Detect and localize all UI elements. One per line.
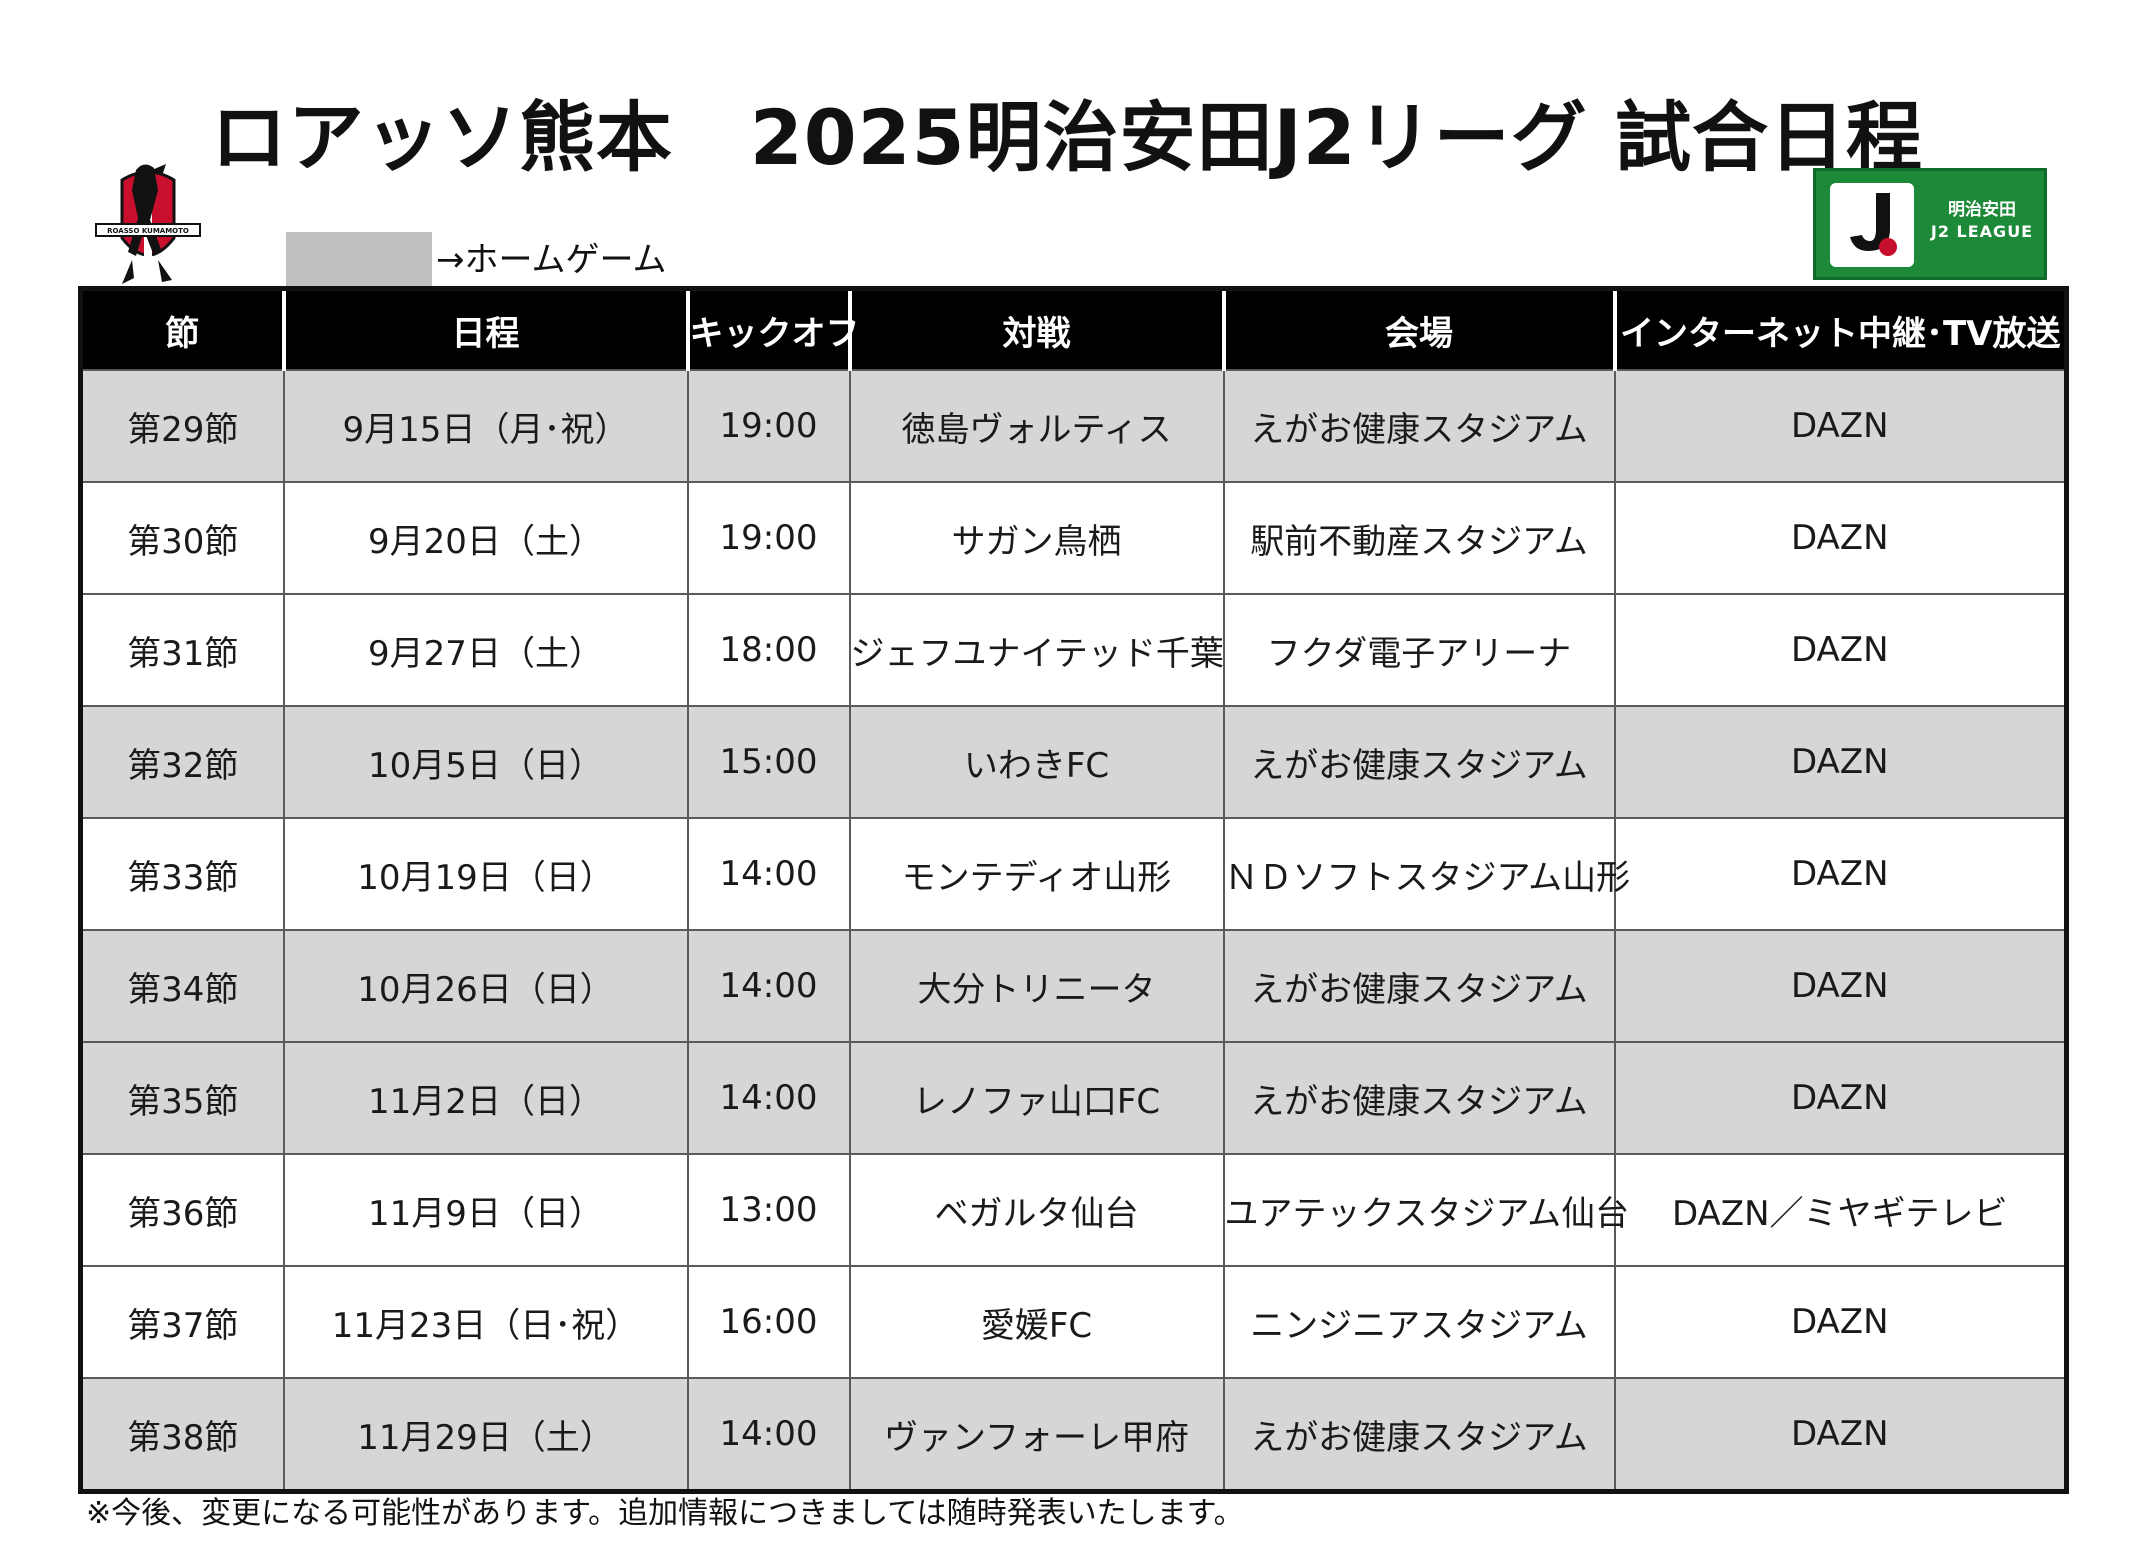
- broadcast-cell: DAZN: [1613, 1041, 2068, 1155]
- table-row: 第35節 11月2日（日） 14:00 レノファ山口FC えがお健康スタジアム …: [79, 1041, 2068, 1155]
- kickoff-cell: 16:00: [686, 1265, 851, 1379]
- date-cell: 9月20日（土）: [282, 481, 689, 595]
- kickoff-cell: 19:00: [686, 369, 851, 483]
- header-round: 節: [80, 288, 284, 370]
- table-row: 第38節 11月29日（土） 14:00 ヴァンフォーレ甲府 えがお健康スタジア…: [79, 1377, 2068, 1493]
- kickoff-cell: 19:00: [686, 481, 851, 595]
- venue-cell: ユアテックスタジアム仙台: [1222, 1153, 1629, 1267]
- kickoff-cell: 14:00: [686, 817, 851, 931]
- kickoff-cell: 18:00: [686, 593, 851, 707]
- header-broadcast: インターネット中継･TV放送: [1612, 288, 2067, 370]
- club-emblem-logo: ROASSO KUMAMOTO: [95, 164, 201, 284]
- round-cell: 第29節: [79, 369, 285, 483]
- table-row: 第36節 11月9日（日） 13:00 ベガルタ仙台 ユアテックスタジアム仙台 …: [79, 1153, 2068, 1267]
- opponent-cell: 大分トリニータ: [848, 929, 1225, 1043]
- opponent-cell: ヴァンフォーレ甲府: [848, 1377, 1225, 1493]
- venue-cell: えがお健康スタジアム: [1222, 1377, 1616, 1493]
- venue-cell: えがお健康スタジアム: [1222, 929, 1616, 1043]
- broadcast-cell: DAZN: [1613, 481, 2068, 595]
- date-cell: 10月19日（日）: [282, 817, 689, 931]
- opponent-cell: サガン鳥栖: [848, 481, 1225, 595]
- venue-cell: フクダ電子アリーナ: [1222, 593, 1616, 707]
- broadcast-cell: DAZN: [1613, 593, 2068, 707]
- home-game-legend: →ホームゲーム: [286, 232, 666, 288]
- table-row: 第32節 10月5日（日） 15:00 いわきFC えがお健康スタジアム DAZ…: [79, 705, 2068, 819]
- kickoff-cell: 14:00: [686, 929, 851, 1043]
- date-cell: 10月26日（日）: [282, 929, 689, 1043]
- venue-cell: えがお健康スタジアム: [1222, 1041, 1616, 1155]
- date-cell: 10月5日（日）: [282, 705, 689, 819]
- header-date: 日程: [281, 288, 688, 370]
- broadcast-cell: DAZN: [1613, 369, 2068, 483]
- broadcast-cell: DAZN: [1613, 1377, 2068, 1493]
- kickoff-cell: 13:00: [686, 1153, 851, 1267]
- date-cell: 11月29日（土）: [282, 1377, 689, 1493]
- table-row: 第33節 10月19日（日） 14:00 モンテディオ山形 ＮＤソフトスタジアム…: [79, 817, 2068, 931]
- opponent-cell: 徳島ヴォルティス: [848, 369, 1225, 483]
- kickoff-cell: 14:00: [686, 1377, 851, 1493]
- round-cell: 第31節: [79, 593, 285, 707]
- date-cell: 11月9日（日）: [282, 1153, 689, 1267]
- home-game-legend-swatch: [286, 232, 432, 288]
- match-schedule-table: 節 日程 キックオフ 対戦 会場 インターネット中継･TV放送 第29節 9月1…: [78, 286, 2069, 1494]
- table-row: 第37節 11月23日（日･祝） 16:00 愛媛FC ニンジニアスタジアム D…: [79, 1265, 2068, 1379]
- venue-cell: ニンジニアスタジアム: [1222, 1265, 1616, 1379]
- venue-cell: ＮＤソフトスタジアム山形: [1222, 817, 1630, 931]
- table-header-row: 節 日程 キックオフ 対戦 会場 インターネット中継･TV放送: [80, 288, 2067, 370]
- broadcast-cell: DAZN: [1613, 929, 2068, 1043]
- header-venue: 会場: [1221, 288, 1615, 370]
- table-row: 第31節 9月27日（土） 18:00 ジェフユナイテッド千葉 フクダ電子アリー…: [79, 593, 2068, 707]
- kickoff-cell: 15:00: [686, 705, 851, 819]
- schedule-footnote: ※今後、変更になる可能性があります。追加情報につきましては随時発表いたします。: [86, 1496, 1244, 1531]
- broadcast-cell: DAZN: [1613, 817, 2068, 931]
- broadcast-cell: DAZN: [1613, 705, 2068, 819]
- round-cell: 第36節: [79, 1153, 285, 1267]
- venue-cell: えがお健康スタジアム: [1222, 705, 1616, 819]
- table-row: 第34節 10月26日（日） 14:00 大分トリニータ えがお健康スタジアム …: [79, 929, 2068, 1043]
- venue-cell: 駅前不動産スタジアム: [1222, 481, 1616, 595]
- opponent-cell: ジェフユナイテッド千葉: [848, 593, 1225, 707]
- venue-cell: えがお健康スタジアム: [1222, 369, 1616, 483]
- opponent-cell: レノファ山口FC: [848, 1041, 1225, 1155]
- opponent-cell: 愛媛FC: [848, 1265, 1225, 1379]
- date-cell: 11月23日（日･祝）: [282, 1265, 689, 1379]
- kickoff-cell: 14:00: [686, 1041, 851, 1155]
- table-row: 第29節 9月15日（月･祝） 19:00 徳島ヴォルティス えがお健康スタジア…: [79, 369, 2068, 483]
- table-row: 第30節 9月20日（土） 19:00 サガン鳥栖 駅前不動産スタジアム DAZ…: [79, 481, 2068, 595]
- round-cell: 第38節: [79, 1377, 285, 1493]
- j-league-division-text: J2 LEAGUE: [1930, 222, 2034, 241]
- round-cell: 第33節: [79, 817, 285, 931]
- club-logo-text: ROASSO KUMAMOTO: [107, 227, 189, 235]
- j2-league-logo: 明治安田 J2 LEAGUE: [1813, 168, 2047, 280]
- round-cell: 第35節: [79, 1041, 285, 1155]
- j-league-sponsor-text: 明治安田: [1948, 200, 2016, 220]
- header-kickoff: キックオフ: [685, 288, 860, 370]
- broadcast-cell: DAZN: [1613, 1265, 2068, 1379]
- header-opponent: 対戦: [847, 288, 1224, 370]
- round-cell: 第34節: [79, 929, 285, 1043]
- broadcast-cell: DAZN／ミヤギテレビ: [1613, 1153, 2068, 1267]
- home-game-legend-label: →ホームゲーム: [436, 240, 667, 280]
- round-cell: 第32節: [79, 705, 285, 819]
- date-cell: 11月2日（日）: [282, 1041, 689, 1155]
- page-title: ロアッソ熊本 2025明治安田J2リーグ 試合日程: [210, 93, 1924, 182]
- j-league-mark-icon: [1830, 183, 1914, 267]
- opponent-cell: モンテディオ山形: [848, 817, 1225, 931]
- schedule-rows: 第29節 9月15日（月･祝） 19:00 徳島ヴォルティス えがお健康スタジア…: [79, 369, 2068, 1493]
- round-cell: 第37節: [79, 1265, 285, 1379]
- date-cell: 9月27日（土）: [282, 593, 689, 707]
- opponent-cell: ベガルタ仙台: [848, 1153, 1225, 1267]
- round-cell: 第30節: [79, 481, 285, 595]
- opponent-cell: いわきFC: [848, 705, 1225, 819]
- date-cell: 9月15日（月･祝）: [282, 369, 689, 483]
